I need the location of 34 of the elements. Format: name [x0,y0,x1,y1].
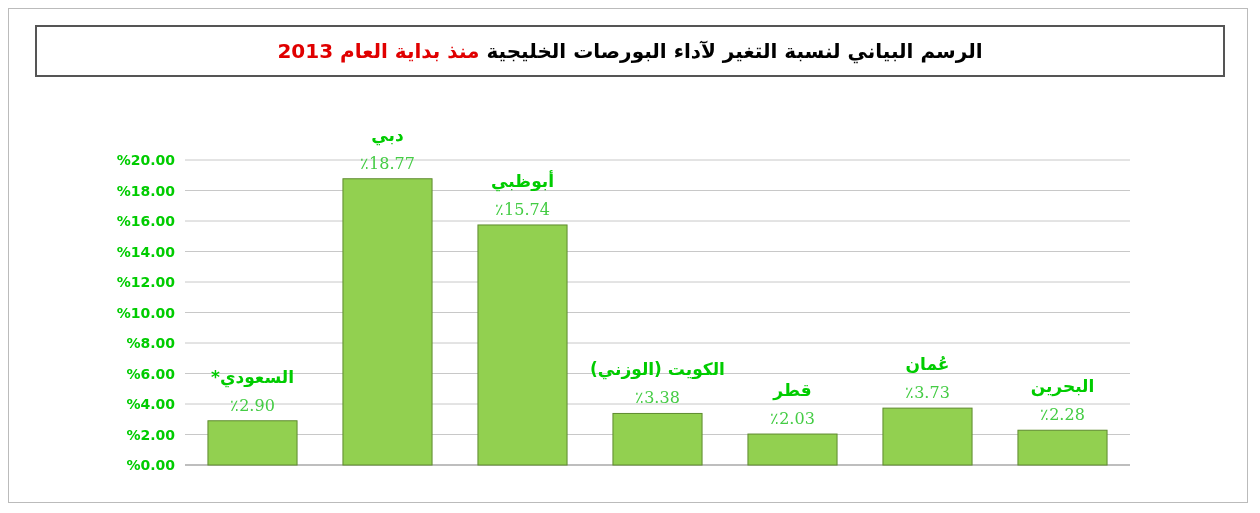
y-tick-label: %8.00 [126,335,176,351]
x-tick-label: عُمان [905,354,950,375]
x-tick-label: السعودي* [211,366,294,388]
y-tick-label: %6.00 [126,365,176,382]
x-tick-label: قطر [772,380,812,402]
x-tick-label: دبي [371,124,404,146]
y-tick-label: %18.00 [116,182,176,199]
data-label: ٪18.77 [360,153,415,173]
data-label: ٪2.90 [230,395,275,415]
bar [747,433,838,466]
y-tick-label: %16.00 [116,213,176,229]
x-tick-label: أبوظبي [490,169,555,192]
x-tick-label: البحرين [1030,376,1095,398]
data-label: ٪3.38 [635,388,680,408]
chart-title: الرسم البياني لنسبة التغير لآداء البورصات الخليجية [486,39,983,63]
x-tick-label: الكويت (الوزني) [590,359,725,381]
chart-subtitle: منذ بداية العام 2013 [277,39,480,63]
bar [882,407,973,466]
bar [1017,429,1108,466]
y-tick-label: %4.00 [126,396,176,412]
y-tick-label: %0.00 [126,457,176,473]
data-label: ٪15.74 [495,199,550,219]
y-tick-label: %12.00 [116,274,176,290]
y-tick-label: %10.00 [116,304,176,321]
bar [207,420,298,466]
y-tick-label: %20.00 [116,152,176,168]
bar [342,178,433,466]
data-label: ٪3.73 [905,383,950,403]
y-tick-label: %14.00 [116,243,176,260]
data-label: ٪2.03 [770,409,815,429]
bar [477,224,568,466]
data-label: ٪2.28 [1040,405,1085,425]
y-tick-label: %2.00 [126,426,176,443]
bar [612,412,703,466]
